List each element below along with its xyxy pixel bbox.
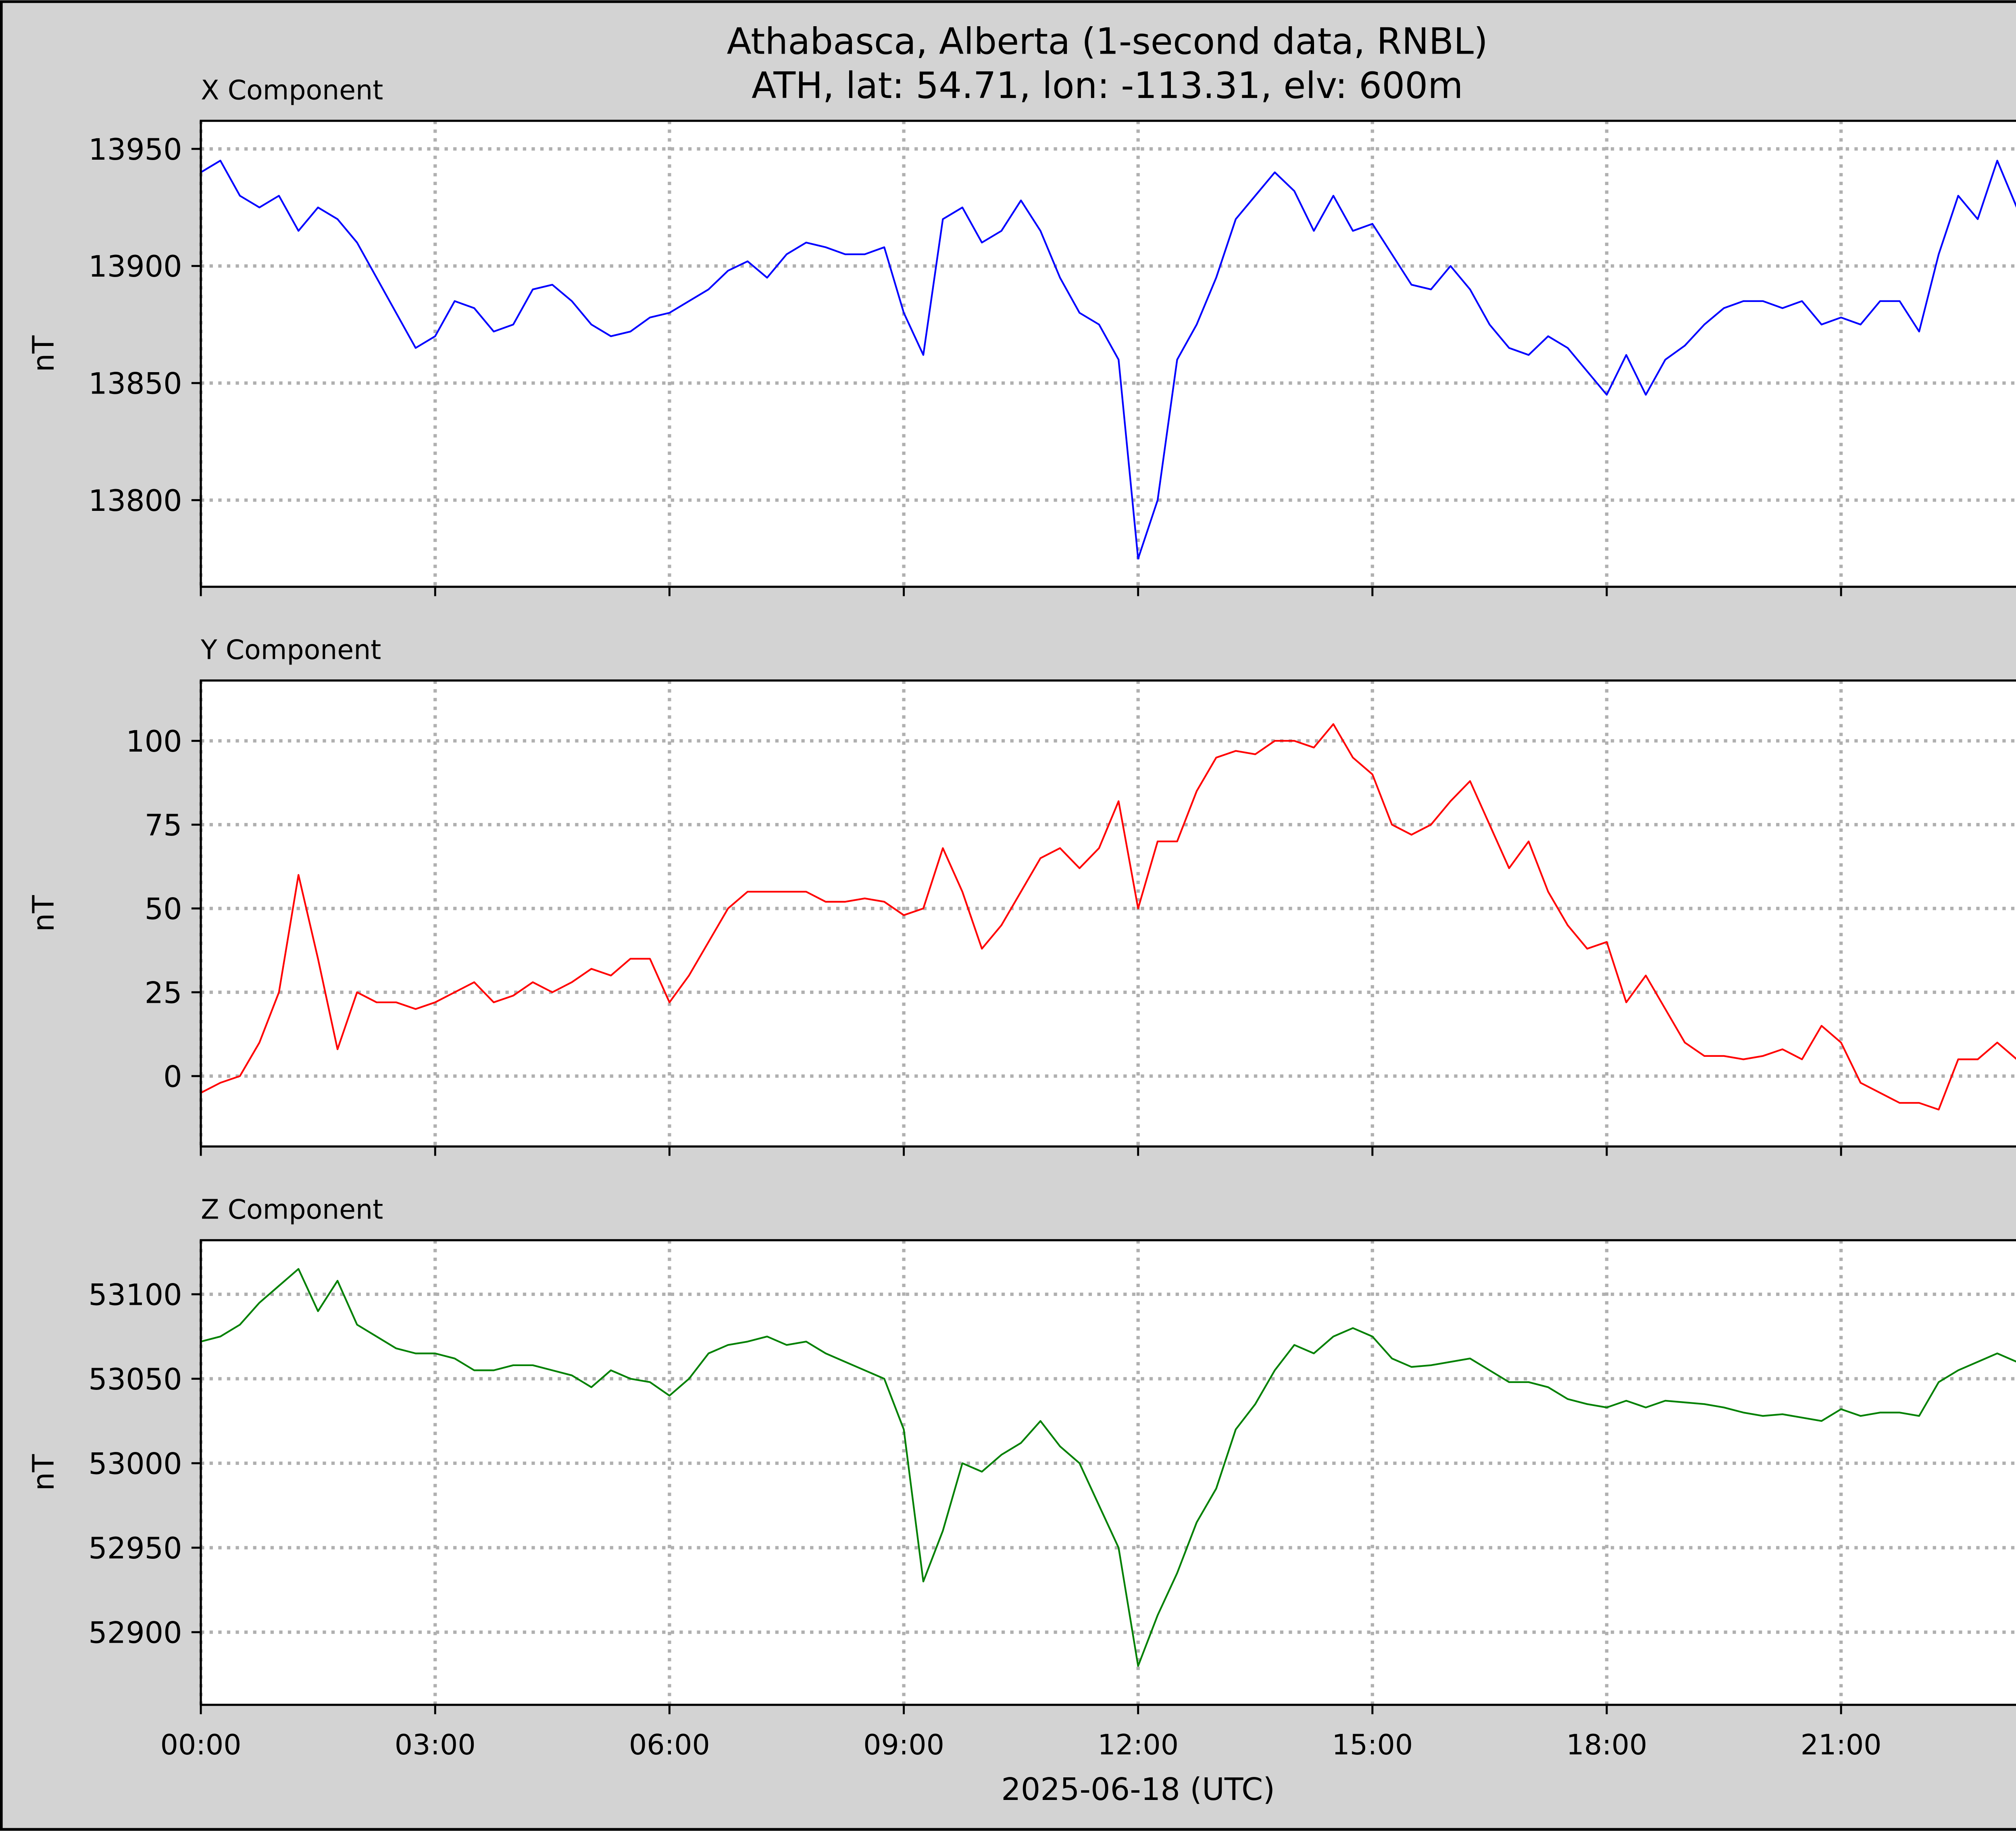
plot-area [201,121,2016,587]
x-axis-label: 2025-06-18 (UTC) [1001,1772,1275,1808]
plot-frame [200,679,2016,1148]
panel-title: Z Component [201,1194,383,1225]
y-tick-label: 0 [163,1060,182,1094]
x-tick-label: 03:00 [395,1729,476,1761]
y-tick-label: 52900 [88,1616,182,1650]
data-line [200,160,2016,560]
panel-title: Y Component [200,634,381,666]
x-tick-label: 00:00 [160,1729,242,1761]
y-tick-label: 13850 [88,367,182,401]
x-tick-label: 12:00 [1098,1729,1179,1761]
y-tick-label: 53100 [88,1278,182,1312]
y-tick-label: 13950 [88,133,182,167]
y-tick-label: 52950 [88,1531,182,1566]
data-line [200,723,2016,1111]
x-tick-label: 15:00 [1332,1729,1413,1761]
y-tick-label: 100 [126,725,182,759]
y-tick-label: 13800 [88,484,182,518]
figure-title: Athabasca, Alberta (1-second data, RNBL) [727,21,1488,63]
x-tick-label: 18:00 [1566,1729,1647,1761]
plot-area [201,1240,2016,1705]
plot-frame [200,1239,2016,1706]
plot-frame [200,119,2016,588]
figure-subtitle: ATH, lat: 54.71, lon: -113.31, elv: 600m [752,65,1463,107]
plot-area [201,680,2016,1147]
panel-title: X Component [201,74,383,106]
y-axis-label: nT [27,895,61,932]
y-tick-label: 25 [145,976,182,1010]
y-tick-label: 53000 [88,1447,182,1481]
y-tick-label: 53050 [88,1362,182,1397]
x-tick-label: 06:00 [629,1729,710,1761]
data-line [200,1268,2016,1667]
y-axis-label: nT [27,1454,61,1491]
y-axis-label: nT [27,335,61,372]
x-tick-label: 09:00 [863,1729,944,1761]
y-tick-label: 75 [145,808,182,843]
y-tick-label: 50 [145,892,182,927]
y-tick-label: 13900 [88,250,182,284]
x-tick-label: 21:00 [1801,1729,1882,1761]
